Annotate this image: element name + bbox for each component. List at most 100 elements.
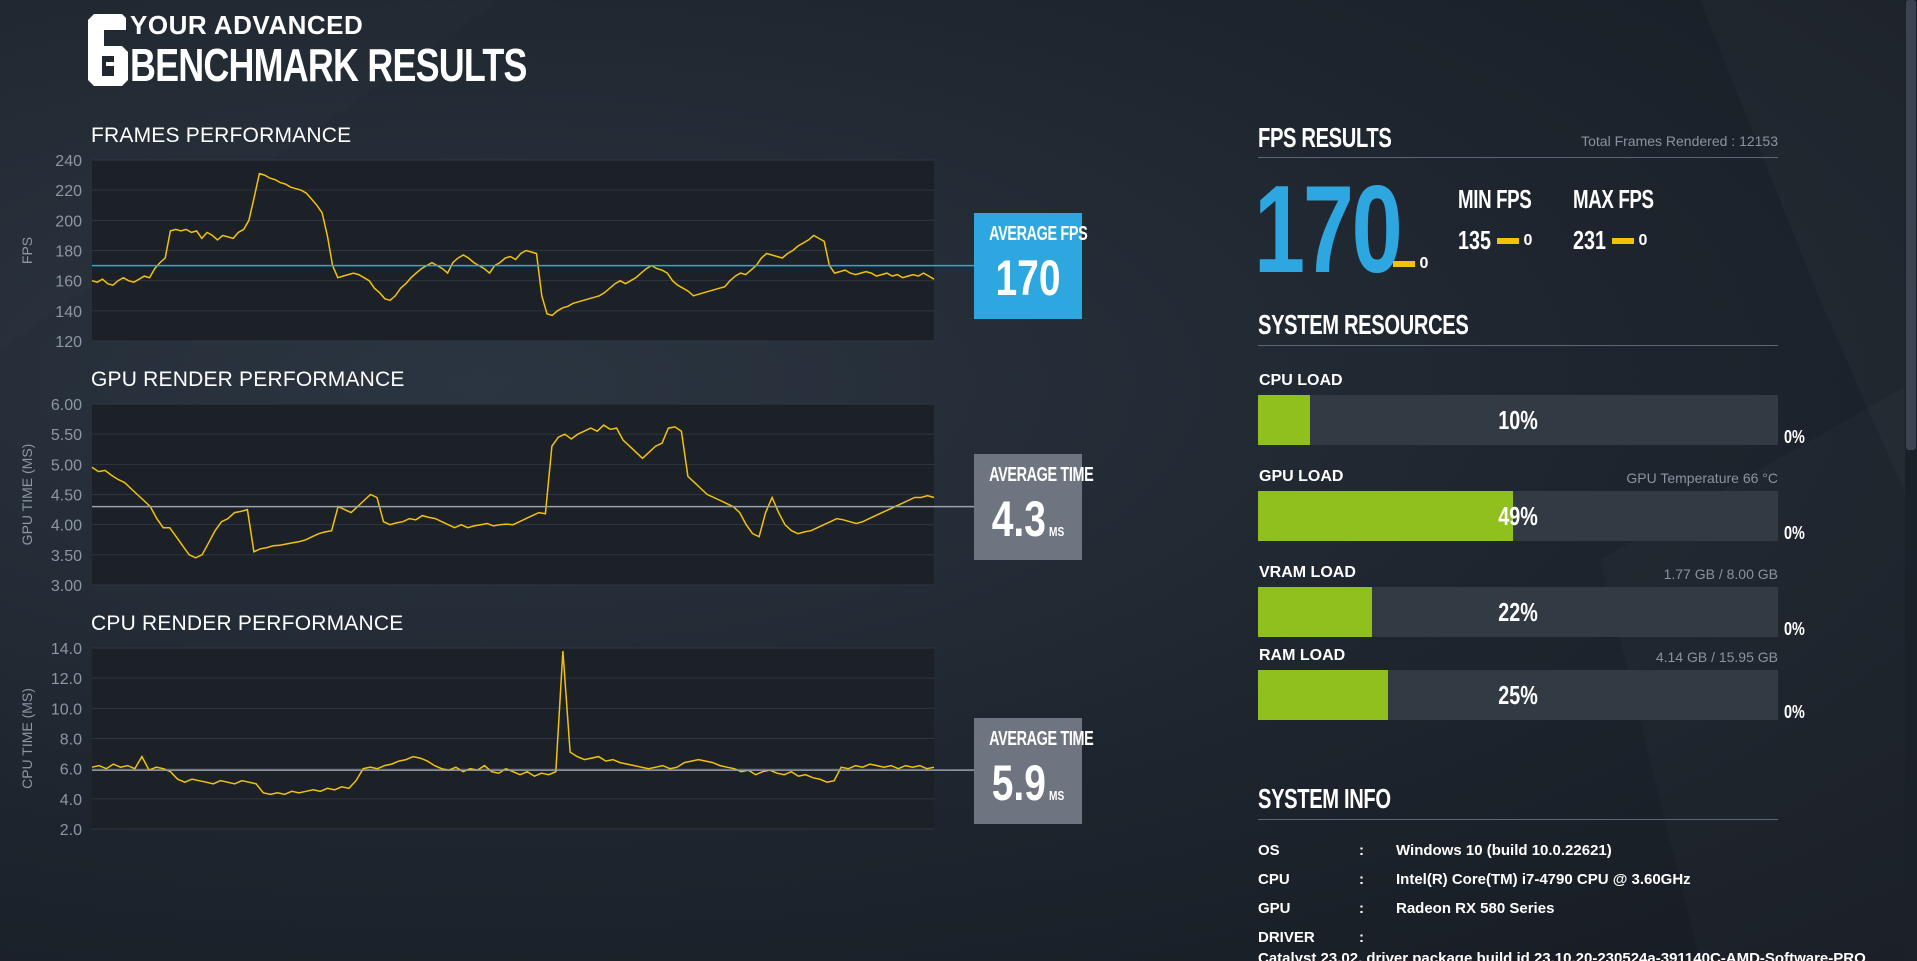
fps-y-tick-label: 200 bbox=[55, 213, 82, 230]
average-gpu-time-value: 4.3 MS bbox=[991, 491, 1065, 547]
average-gpu-time-unit: MS bbox=[1049, 524, 1065, 539]
system-resources-divider bbox=[1258, 345, 1778, 346]
cpu-time-y-axis-label: CPU TIME (MS) bbox=[19, 688, 35, 789]
max-fps-label: MAX FPS bbox=[1573, 184, 1654, 214]
vram-load-bar: 22% bbox=[1258, 587, 1778, 637]
fps-y-tick-label: 160 bbox=[55, 274, 82, 291]
gpu-load-percent: 49% bbox=[1498, 501, 1538, 531]
system-resources-heading: SYSTEM RESOURCES bbox=[1258, 309, 1469, 340]
gpu-temperature: GPU Temperature 66 °C bbox=[1626, 470, 1778, 486]
vram-load-zero: 0% bbox=[1784, 619, 1805, 639]
average-fps-label: AVERAGE FPS bbox=[989, 223, 1088, 245]
fps-y-tick-label: 140 bbox=[55, 304, 82, 321]
average-fps-delta: 0 bbox=[1393, 255, 1428, 273]
average-cpu-time-label: AVERAGE TIME bbox=[989, 728, 1094, 750]
gpu-render-performance-chart: 6.00 5.50 5.00 4.50 4.00 3.50 3.00 GPU TIME (MS… bbox=[19, 397, 974, 595]
gpu-time-y-tick-label: 3.00 bbox=[51, 578, 82, 595]
max-fps-delta-value: 0 bbox=[1638, 232, 1648, 249]
fps-series-line bbox=[91, 172, 935, 317]
gpu-time-y-axis-label: GPU TIME (MS) bbox=[19, 444, 35, 546]
frames-performance-chart: 240 220 200 180 160 140 120 FPS bbox=[19, 153, 974, 351]
min-fps-delta-value: 0 bbox=[1523, 232, 1533, 249]
ram-load-bar-fill bbox=[1258, 670, 1388, 720]
info-driver-key: DRIVER bbox=[1258, 929, 1315, 946]
delta-dash-icon bbox=[1612, 237, 1634, 244]
min-fps-delta: 0 bbox=[1497, 232, 1532, 250]
fps-results-divider bbox=[1258, 157, 1778, 158]
cpu-load-label: CPU LOAD bbox=[1259, 372, 1343, 389]
cpu-time-y-tick-label: 4.0 bbox=[60, 792, 82, 809]
frames-performance-title: FRAMES PERFORMANCE bbox=[91, 124, 352, 147]
gpu-time-y-tick-label: 3.50 bbox=[51, 548, 82, 565]
vram-load-percent: 22% bbox=[1498, 597, 1538, 627]
info-gpu-colon: : bbox=[1359, 900, 1364, 917]
gpu-time-y-tick-label: 4.50 bbox=[51, 488, 82, 505]
info-os-key: OS bbox=[1258, 842, 1280, 859]
fps-y-tick-label: 180 bbox=[55, 244, 82, 261]
min-fps-label: MIN FPS bbox=[1458, 184, 1532, 214]
cpu-load-bar: 10% bbox=[1258, 395, 1778, 445]
delta-dash-icon bbox=[1393, 260, 1415, 267]
cpu-load-bar-fill bbox=[1258, 395, 1310, 445]
info-os-value: Windows 10 (build 10.0.22621) bbox=[1396, 842, 1612, 859]
info-gpu-value: Radeon RX 580 Series bbox=[1396, 900, 1555, 917]
average-fps-delta-value: 0 bbox=[1419, 255, 1429, 272]
cpu-time-y-tick-label: 6.0 bbox=[60, 762, 82, 779]
cpu-time-y-tick-label: 10.0 bbox=[51, 701, 82, 718]
gpu-time-series-line bbox=[91, 424, 935, 559]
cpu-render-performance-chart: 14.0 12.0 10.0 8.0 6.0 4.0 2.0 CPU TIME (MS) bbox=[19, 641, 974, 839]
fps-y-tick-label: 240 bbox=[55, 153, 82, 170]
cpu-time-y-tick-label: 14.0 bbox=[51, 641, 82, 658]
ram-load-label: RAM LOAD bbox=[1259, 647, 1346, 664]
info-driver-detail: Catalyst 23.02, driver package build id … bbox=[1258, 950, 1866, 961]
ram-load-bar: 25% bbox=[1258, 670, 1778, 720]
cpu-time-y-tick-label: 12.0 bbox=[51, 671, 82, 688]
average-gpu-time-label: AVERAGE TIME bbox=[989, 464, 1094, 486]
cpu-time-y-tick-label: 8.0 bbox=[60, 732, 82, 749]
info-gpu-key: GPU bbox=[1258, 900, 1291, 917]
page-title-line2: BENCHMARK RESULTS bbox=[130, 39, 527, 91]
average-cpu-time-box: AVERAGE TIME 5.9 MS bbox=[974, 718, 1094, 824]
average-cpu-time-value: 5.9 MS bbox=[991, 755, 1065, 811]
system-info-divider bbox=[1258, 819, 1778, 820]
scrollbar-thumb[interactable] bbox=[1906, 0, 1916, 450]
info-cpu-key: CPU bbox=[1258, 871, 1290, 888]
cpu-load-percent: 10% bbox=[1498, 405, 1538, 435]
average-fps-value: 170 bbox=[995, 250, 1061, 306]
gpu-time-y-tick-label: 4.00 bbox=[51, 518, 82, 535]
average-fps-box: AVERAGE FPS 170 bbox=[974, 213, 1088, 319]
gpu-load-zero: 0% bbox=[1784, 523, 1805, 543]
info-cpu-colon: : bbox=[1359, 871, 1364, 888]
gpu-load-label: GPU LOAD bbox=[1259, 468, 1344, 485]
cpu-load-zero: 0% bbox=[1784, 427, 1805, 447]
info-cpu-value: Intel(R) Core(TM) i7-4790 CPU @ 3.60GHz bbox=[1396, 871, 1691, 888]
info-os-colon: : bbox=[1359, 842, 1364, 859]
total-frames-rendered: Total Frames Rendered : 12153 bbox=[1581, 133, 1778, 149]
vram-load-label: VRAM LOAD bbox=[1259, 564, 1356, 581]
ram-load-percent: 25% bbox=[1498, 680, 1538, 710]
min-fps-value: 135 bbox=[1458, 225, 1491, 255]
gpu-time-y-tick-label: 5.00 bbox=[51, 457, 82, 474]
cpu-render-performance-title: CPU RENDER PERFORMANCE bbox=[91, 612, 404, 635]
fps-y-axis-label: FPS bbox=[19, 237, 35, 264]
gpu-render-performance-title: GPU RENDER PERFORMANCE bbox=[91, 368, 405, 391]
average-fps-large: 170 bbox=[1254, 161, 1403, 299]
max-fps-delta: 0 bbox=[1612, 232, 1647, 250]
max-fps-value: 231 bbox=[1573, 225, 1606, 255]
ram-usage: 4.14 GB / 15.95 GB bbox=[1655, 649, 1778, 665]
vram-load-bar-fill bbox=[1258, 587, 1373, 637]
gpu-time-y-tick-label: 6.00 bbox=[51, 397, 82, 414]
fps-y-tick-label: 120 bbox=[55, 334, 82, 351]
gpu-load-bar: 49% bbox=[1258, 491, 1778, 541]
cpu-time-y-tick-label: 2.0 bbox=[60, 822, 82, 839]
fps-results-heading: FPS RESULTS bbox=[1258, 122, 1392, 153]
average-cpu-time-unit: MS bbox=[1049, 788, 1065, 803]
info-driver-colon: : bbox=[1359, 929, 1364, 946]
rainbow-six-logo-icon bbox=[86, 10, 130, 88]
system-info-heading: SYSTEM INFO bbox=[1258, 783, 1391, 814]
delta-dash-icon bbox=[1497, 237, 1519, 244]
vram-usage: 1.77 GB / 8.00 GB bbox=[1663, 566, 1778, 582]
ram-load-zero: 0% bbox=[1784, 702, 1805, 722]
average-gpu-time-box: AVERAGE TIME 4.3 MS bbox=[974, 454, 1094, 560]
page-title-line1: YOUR ADVANCED bbox=[130, 10, 364, 40]
